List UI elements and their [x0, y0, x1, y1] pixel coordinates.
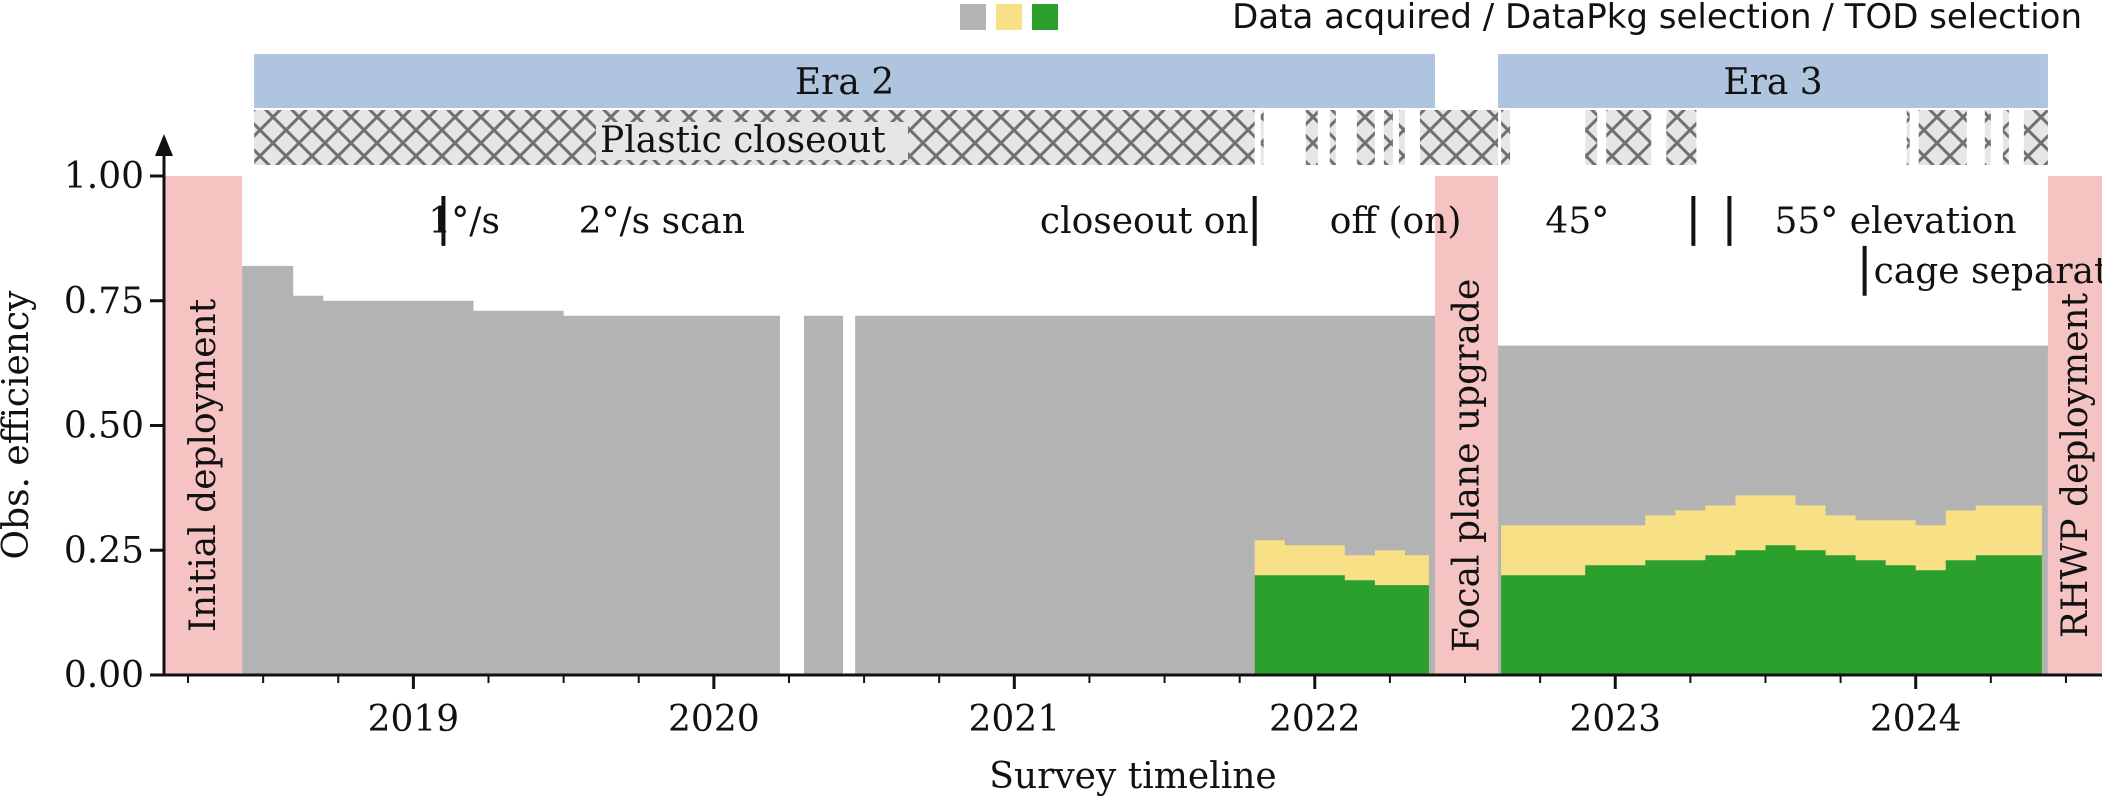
legend: Data acquired / DataPkg selection / TOD …: [960, 0, 2082, 37]
shaded-region-label: RHWP deployment: [2055, 292, 2096, 638]
legend-swatch-2: [996, 4, 1022, 30]
closeout-segment: [2023, 110, 2048, 165]
y-tick-label: 0.25: [64, 530, 144, 571]
legend-text: Data acquired / DataPkg selection / TOD …: [1232, 0, 2082, 37]
data-gap: [843, 226, 856, 675]
y-tick-label: 1.00: [64, 156, 144, 197]
axes: [155, 134, 2102, 677]
y-axis-label: Obs. efficiency: [0, 290, 37, 560]
closeout-segment: [1666, 110, 1697, 165]
annotation-text: 1°/s: [428, 201, 500, 242]
closeout-segment: [1383, 110, 1393, 165]
shaded-region-label: Initial deployment: [183, 298, 224, 632]
closeout-segment: [1260, 110, 1264, 165]
closeout-segment: [1329, 110, 1336, 165]
shaded-region: [1434, 176, 1499, 675]
y-tick-label: 0.75: [64, 281, 144, 322]
closeout-segment: [1356, 110, 1375, 165]
annotations: 1°/s 2°/s scan closeout on off (on) 45° 55° e…: [428, 195, 2102, 296]
closeout-label: Plastic closeout: [600, 120, 886, 161]
annotation-text: closeout on: [1040, 201, 1249, 242]
era-label-2: Era 2: [795, 62, 894, 103]
closeout-segment: [1984, 110, 1991, 165]
closeout-segment: [1585, 110, 1598, 165]
annotation-text: 55° elevation: [1774, 201, 2016, 242]
legend-swatch-3: [1032, 4, 1058, 30]
annotation-text: 45°: [1545, 201, 1609, 242]
shaded-region: [2047, 176, 2102, 675]
annotation-text: cage separator: [1874, 251, 2102, 292]
era-bars: Era 2 Era 3: [254, 54, 2048, 108]
era-label-3: Era 3: [1723, 62, 1822, 103]
closeout-segment: [1398, 110, 1405, 165]
x-tick-label: 2024: [1870, 699, 1962, 740]
legend-swatches: [960, 4, 1058, 30]
era-bar-3: [1498, 54, 2048, 108]
era-bar-2: [254, 54, 1435, 108]
shaded-region: [164, 176, 243, 675]
x-axis-label: Survey timeline: [989, 756, 1276, 796]
closeout-segment: [1501, 110, 1511, 165]
x-axis-ticks: 2019 2020 2021 2022 2023 2024: [187, 675, 2067, 740]
x-tick-label: 2023: [1569, 699, 1661, 740]
annotation-text: 2°/s scan: [579, 201, 745, 242]
closeout-segment: [1305, 110, 1318, 165]
series-tod-selection: [1254, 545, 2042, 675]
closeout-label-bg: [596, 122, 908, 160]
closeout-row: [254, 110, 2048, 165]
y-axis-ticks: 0.00 0.25 0.50 0.75 1.00: [64, 156, 164, 696]
closeout-segment: [1606, 110, 1652, 165]
x-tick-label: 2019: [368, 699, 460, 740]
shaded-region-label: Focal plane upgrade: [1447, 279, 1488, 653]
y-tick-label: 0.50: [64, 406, 144, 447]
closeout-segment: [1918, 110, 1967, 165]
closeout-segment: [2002, 110, 2009, 165]
closeout-segment: [1419, 110, 1499, 165]
shaded-regions: Initial deployment Focal plane upgrade RHW…: [164, 176, 2102, 675]
y-tick-label: 0.00: [64, 655, 144, 696]
annotation-text: off (on): [1330, 201, 1462, 242]
legend-swatch-1: [960, 4, 986, 30]
closeout-segment: [1906, 110, 1910, 165]
data-gap: [779, 226, 804, 675]
y-axis-arrow: [155, 134, 173, 156]
x-tick-label: 2020: [668, 699, 760, 740]
x-tick-label: 2021: [969, 699, 1061, 740]
data-series: [242, 226, 2048, 675]
x-tick-label: 2022: [1269, 699, 1361, 740]
